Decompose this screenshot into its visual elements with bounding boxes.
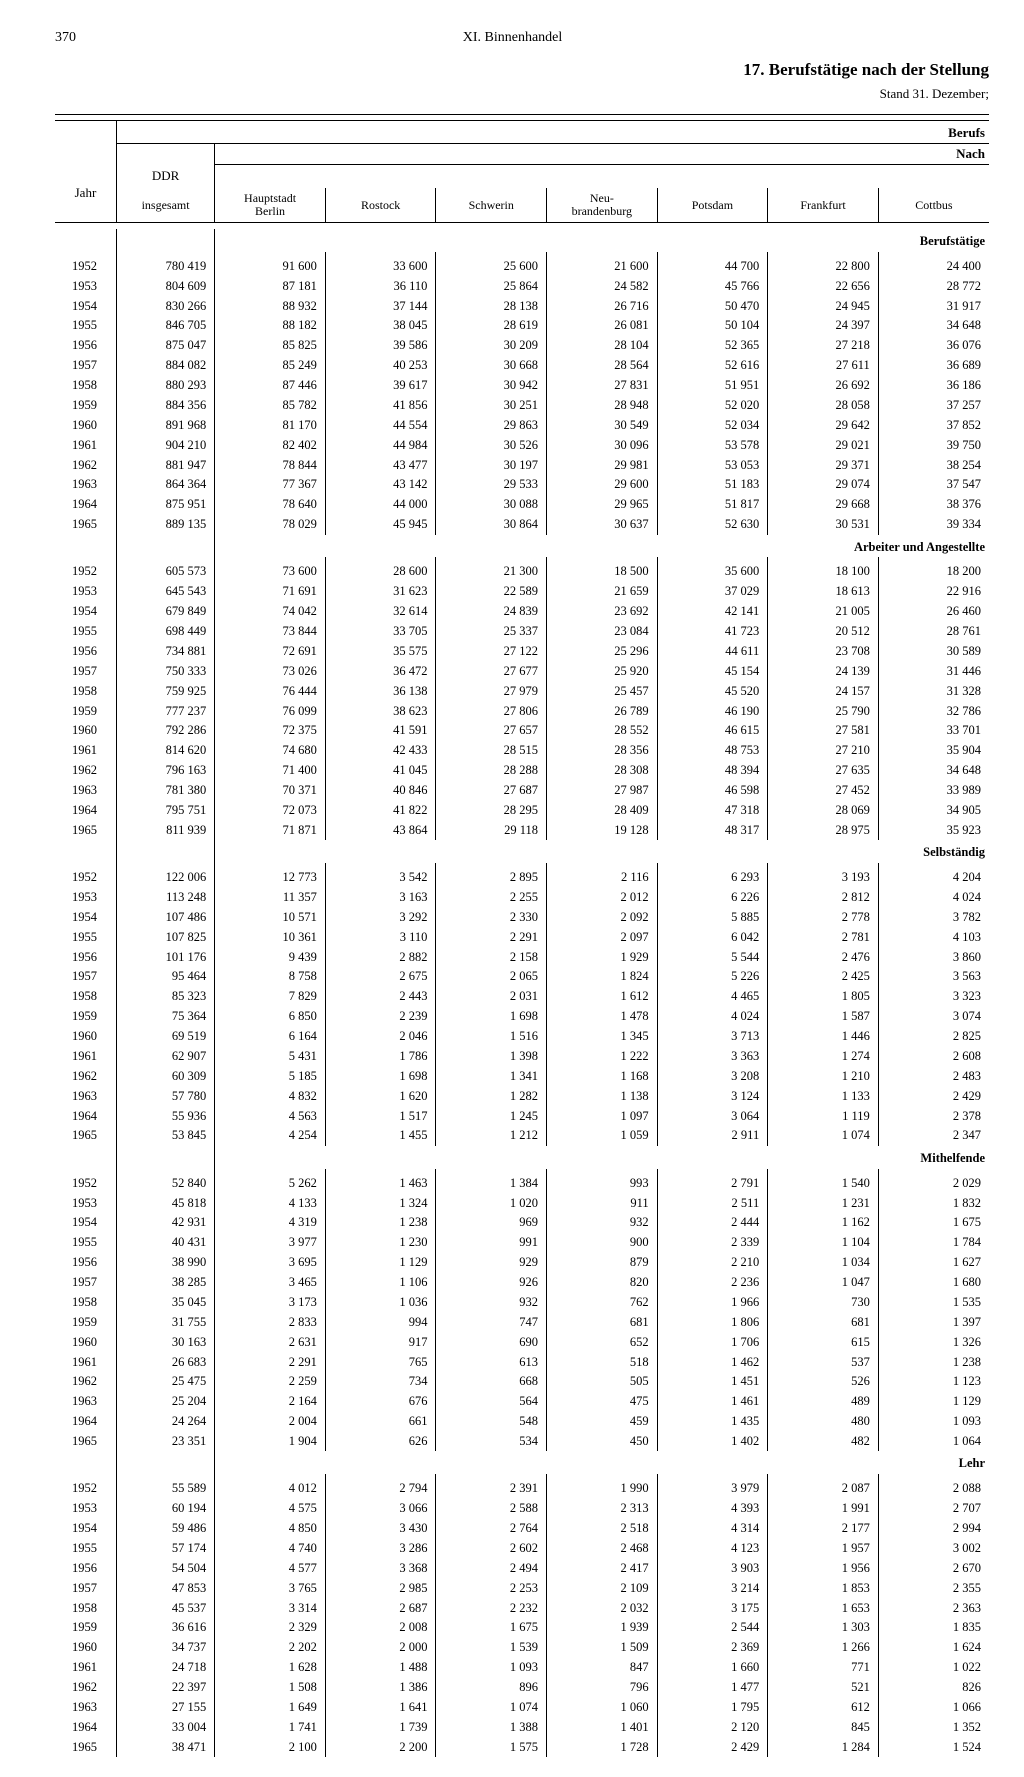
table-row: 195747 8533 7652 9852 2532 1093 2141 853…	[55, 1578, 989, 1598]
table-row: 1961904 21082 40244 98430 52630 09653 57…	[55, 435, 989, 455]
col-header-3: Neu-brandenburg	[547, 188, 658, 223]
table-row: 195638 9903 6951 1299298792 2101 0341 62…	[55, 1253, 989, 1273]
stand-line: Stand 31. Dezember;	[55, 86, 989, 102]
table-row: 1952780 41991 60033 60025 60021 60044 70…	[55, 252, 989, 276]
table-row: 195835 0453 1731 0369327621 9667301 535	[55, 1292, 989, 1312]
table-row: 1959777 23776 09938 62327 80626 78946 19…	[55, 701, 989, 721]
table-row: 196030 1632 6319176906521 7066151 326	[55, 1332, 989, 1352]
chapter-title: XI. Binnenhandel	[76, 30, 949, 46]
table-row: 1956734 88172 69135 57527 12225 29644 61…	[55, 641, 989, 661]
table-row: 1955107 82510 3613 1102 2912 0976 0422 7…	[55, 927, 989, 947]
ddr-header: DDR	[116, 164, 214, 188]
table-row: 1957884 08285 24940 25330 66828 56452 61…	[55, 356, 989, 376]
section-subtitle: Arbeiter und Angestellte	[215, 535, 989, 558]
table-row: 1955698 44973 84433 70525 33723 08441 72…	[55, 622, 989, 642]
table-row: 195252 8405 2621 4631 3849932 7911 5402 …	[55, 1169, 989, 1193]
table-row: 1954830 26688 93237 14428 13826 71650 47…	[55, 296, 989, 316]
table-row: 196538 4712 1002 2001 5751 7282 4291 284…	[55, 1737, 989, 1757]
col-header-6: Cottbus	[878, 188, 989, 223]
table-row: 196433 0041 7411 7391 3881 4012 1208451 …	[55, 1717, 989, 1737]
table-row: 196162 9075 4311 7861 3981 2223 3631 274…	[55, 1046, 989, 1066]
table-row: 1965889 13578 02945 94530 86430 63752 63…	[55, 515, 989, 535]
section-title: 17. Berufstätige nach der Stellung	[55, 60, 989, 80]
table-row: 1958759 92576 44436 13827 97925 45745 52…	[55, 681, 989, 701]
table-row: 1953804 60987 18136 11025 86424 58245 76…	[55, 276, 989, 296]
table-row: 1952605 57373 60028 60021 30018 50035 60…	[55, 557, 989, 581]
table-row: 196124 7181 6281 4881 0938471 6607711 02…	[55, 1658, 989, 1678]
table-row: 196424 2642 0046615484591 4354801 093	[55, 1412, 989, 1432]
table-row: 195795 4648 7582 6752 0651 8245 2262 425…	[55, 967, 989, 987]
table-row: 196325 2042 1646765644751 4614891 129	[55, 1392, 989, 1412]
table-row: 195654 5044 5773 3682 4942 4173 9031 956…	[55, 1558, 989, 1578]
table-row: 196455 9364 5631 5171 2451 0973 0641 119…	[55, 1106, 989, 1126]
table-row: 1965811 93971 87143 86429 11819 12848 31…	[55, 820, 989, 840]
table-row: 196523 3511 9046265344501 4024821 064	[55, 1432, 989, 1452]
table-row: 1963781 38070 37140 84627 68727 98746 59…	[55, 781, 989, 801]
table-row: 195540 4313 9771 2309919002 3391 1041 78…	[55, 1233, 989, 1253]
table-row: 196553 8454 2541 4551 2121 0592 9111 074…	[55, 1126, 989, 1146]
berufs-label: Berufs	[116, 123, 989, 144]
table-row: 1964875 95178 64044 00030 08829 96551 81…	[55, 495, 989, 515]
table-row: 1960792 28672 37541 59127 65728 55246 61…	[55, 721, 989, 741]
page-header: 370 XI. Binnenhandel	[55, 30, 989, 46]
table-row: 1953113 24811 3573 1632 2552 0126 2262 8…	[55, 887, 989, 907]
col-header-5: Frankfurt	[768, 188, 879, 223]
table-row: 1953645 54371 69131 62322 58921 65937 02…	[55, 582, 989, 602]
table-row: 1954679 84974 04232 61424 83923 69242 14…	[55, 602, 989, 622]
table-row: 196357 7804 8321 6201 2821 1383 1241 133…	[55, 1086, 989, 1106]
table-row: 195845 5373 3142 6872 2322 0323 1751 653…	[55, 1598, 989, 1618]
table-row: 1959884 35685 78241 85630 25128 94852 02…	[55, 395, 989, 415]
table-row: 195885 3237 8292 4432 0311 6124 4651 805…	[55, 987, 989, 1007]
table-row: 1956875 04785 82539 58630 20928 10452 36…	[55, 336, 989, 356]
table-row: 195975 3646 8502 2391 6981 4784 0241 587…	[55, 1007, 989, 1027]
table-row: 1955846 70588 18238 04528 61926 08150 10…	[55, 316, 989, 336]
table-row: 1956101 1769 4392 8822 1581 9295 5442 47…	[55, 947, 989, 967]
table-row: 195459 4864 8503 4302 7642 5184 3142 177…	[55, 1519, 989, 1539]
col-header-1: Rostock	[325, 188, 436, 223]
jahr-header: Jahr	[55, 164, 116, 223]
table-row: 1962881 94778 84443 47730 19729 98153 05…	[55, 455, 989, 475]
section-subtitle: Berufstätige	[215, 229, 989, 252]
table-row: 195345 8184 1331 3241 0209112 5111 2311 …	[55, 1193, 989, 1213]
table-row: 1954107 48610 5713 2922 3302 0925 8852 7…	[55, 907, 989, 927]
insgesamt-header: insgesamt	[116, 188, 214, 223]
table-row: 195360 1944 5753 0662 5882 3134 3931 991…	[55, 1499, 989, 1519]
col-header-4: Potsdam	[657, 188, 768, 223]
table-row: 196225 4752 2597346685051 4515261 123	[55, 1372, 989, 1392]
table-row: 196327 1551 6491 6411 0741 0601 7956121 …	[55, 1697, 989, 1717]
section-subtitle: Selbständig	[215, 840, 989, 863]
table-row: 195442 9314 3191 2389699322 4441 1621 67…	[55, 1213, 989, 1233]
table-row: 1952122 00612 7733 5422 8952 1166 2933 1…	[55, 863, 989, 887]
table-row: 196222 3971 5081 3868967961 477521826	[55, 1678, 989, 1698]
table-row: 196126 6832 2917656135181 4625371 238	[55, 1352, 989, 1372]
table-row: 1962796 16371 40041 04528 28828 30848 39…	[55, 761, 989, 781]
page-number: 370	[55, 30, 76, 46]
table-row: 195557 1744 7403 2862 6022 4684 1231 957…	[55, 1538, 989, 1558]
section-subtitle: Mithelfende	[215, 1146, 989, 1169]
nach-label: Nach	[215, 143, 989, 164]
table-row: 1960891 96881 17044 55429 86330 54952 03…	[55, 415, 989, 435]
table-row: 196034 7372 2022 0001 5391 5092 3691 266…	[55, 1638, 989, 1658]
col-header-0: HauptstadtBerlin	[215, 188, 326, 223]
table-row: 195738 2853 4651 1069268202 2361 0471 68…	[55, 1273, 989, 1293]
col-header-2: Schwerin	[436, 188, 547, 223]
data-table: Berufs Nach Jahr DDR insgesamt Hauptstad…	[55, 114, 989, 1757]
table-row: 196069 5196 1642 0461 5161 3453 7131 446…	[55, 1027, 989, 1047]
table-row: 1961814 62074 68042 43328 51528 35648 75…	[55, 741, 989, 761]
table-row: 196260 3095 1851 6981 3411 1683 2081 210…	[55, 1066, 989, 1086]
table-row: 1964795 75172 07341 82228 29528 40947 31…	[55, 800, 989, 820]
section-subtitle: Lehr	[215, 1451, 989, 1474]
table-row: 1958880 29387 44639 61730 94227 83151 95…	[55, 376, 989, 396]
table-row: 195255 5894 0122 7942 3911 9903 9792 087…	[55, 1474, 989, 1498]
table-row: 195931 7552 8339947476811 8066811 397	[55, 1312, 989, 1332]
table-row: 195936 6162 3292 0081 6751 9392 5441 303…	[55, 1618, 989, 1638]
table-row: 1963864 36477 36743 14229 53329 60051 18…	[55, 475, 989, 495]
table-row: 1957750 33373 02636 47227 67725 92045 15…	[55, 661, 989, 681]
